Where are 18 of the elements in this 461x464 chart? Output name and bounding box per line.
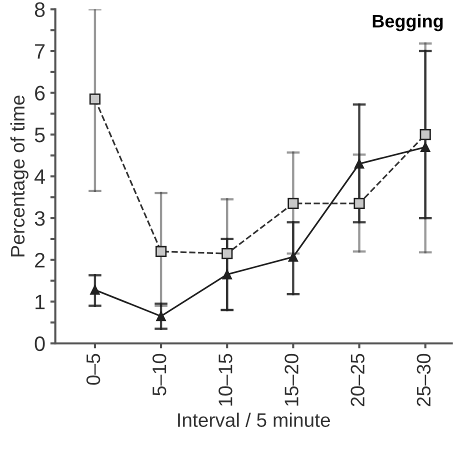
y-tick-label: 4 — [34, 170, 45, 184]
y-tick-label: 0 — [34, 336, 45, 352]
y-tick-label: 5 — [34, 128, 45, 142]
x-tick-label: 0–5 — [86, 354, 100, 385]
chart-title: Begging — [372, 14, 443, 32]
x-tick-label: 15–20 — [284, 354, 298, 406]
y-axis-title: Percentage of time — [10, 96, 28, 256]
x-axis-title: Interval / 5 minute — [178, 412, 330, 427]
y-tick-label: 1 — [36, 294, 45, 310]
y-tick-label: 8 — [34, 2, 45, 18]
y-tick-label: 6 — [35, 86, 45, 101]
x-tick-label: 20–25 — [350, 354, 364, 406]
x-tick-label: 10–15 — [218, 354, 232, 406]
x-tick-label: 5–10 — [152, 354, 166, 396]
y-tick-label: 3 — [34, 211, 45, 226]
y-tick-label: 7 — [35, 44, 45, 59]
x-tick-label: 25–30 — [416, 354, 431, 406]
y-tick-label: 2 — [35, 252, 45, 268]
